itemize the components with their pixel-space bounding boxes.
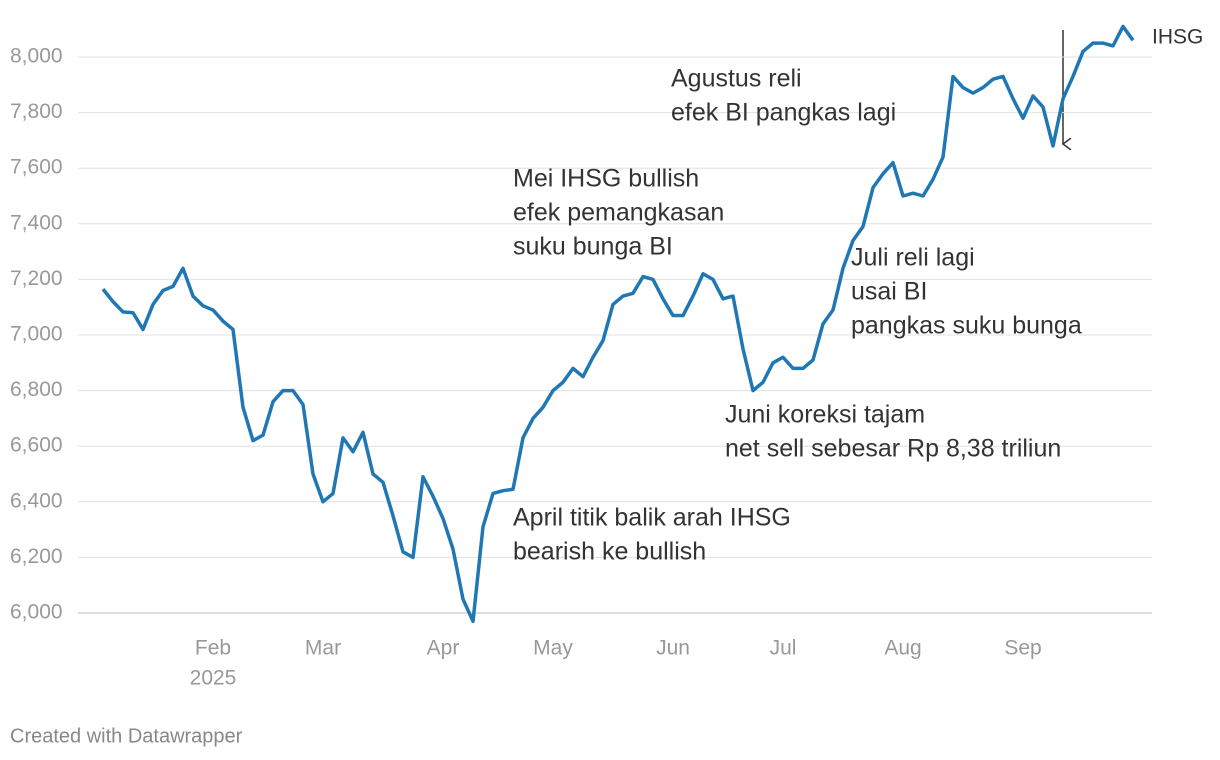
annotation: net sell sebesar Rp 8,38 triliun <box>725 435 1061 463</box>
x-tick-label: Feb <box>195 637 231 660</box>
y-tick-label: 6,800 <box>10 378 63 401</box>
annotation: efek pemangkasan <box>513 199 724 227</box>
annotation: April titik balik arah IHSG <box>513 504 791 532</box>
x-tick-label: May <box>533 637 573 660</box>
x-tick-label: Aug <box>884 637 921 660</box>
annotation: pangkas suku bunga <box>851 312 1082 340</box>
x-tick-label: Sep <box>1004 637 1041 660</box>
annotation: Agustus reli <box>671 65 802 93</box>
x-tick-label: Mar <box>305 637 341 660</box>
footer: Created with Datawrapper <box>10 725 243 747</box>
y-tick-label: 6,200 <box>10 545 63 568</box>
y-tick-label: 7,800 <box>10 100 63 123</box>
annotation: Mei IHSG bullish <box>513 165 699 193</box>
series-label: IHSG <box>1152 26 1203 49</box>
y-tick-label: 6,000 <box>10 601 63 624</box>
y-tick-label: 7,400 <box>10 211 63 234</box>
x-tick-label: Jun <box>656 637 690 660</box>
series-line <box>101 24 1135 624</box>
y-tick-label: 7,600 <box>10 156 63 179</box>
annotation: efek BI pangkas lagi <box>671 99 896 127</box>
y-tick-label: 6,600 <box>10 434 63 457</box>
x-tick-label: Jul <box>770 637 797 660</box>
annotation: suku bunga BI <box>513 233 673 261</box>
annotation: bearish ke bullish <box>513 538 706 566</box>
y-tick-label: 8,000 <box>10 45 63 68</box>
x-tick-label: Apr <box>427 637 460 660</box>
annotation: usai BI <box>851 278 927 306</box>
y-tick-label: 7,200 <box>10 267 63 290</box>
annotation: Juli reli lagi <box>851 244 975 272</box>
y-tick-label: 6,400 <box>10 489 63 512</box>
y-tick-label: 7,000 <box>10 323 63 346</box>
x-year-label: 2025 <box>190 667 237 690</box>
annotation: Juni koreksi tajam <box>725 401 925 429</box>
